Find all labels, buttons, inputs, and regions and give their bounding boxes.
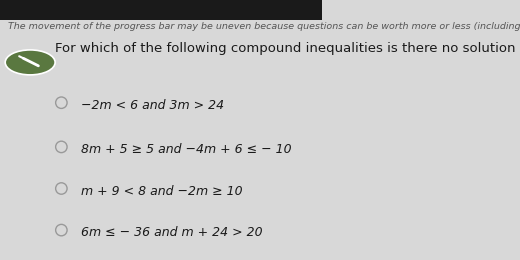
Text: For which of the following compound inequalities is there no solution: For which of the following compound ineq… bbox=[55, 42, 515, 55]
Text: The movement of the progress bar may be uneven because questions can be worth mo: The movement of the progress bar may be … bbox=[8, 22, 520, 31]
FancyBboxPatch shape bbox=[0, 0, 322, 20]
Text: −2m < 6 and 3m > 24: −2m < 6 and 3m > 24 bbox=[81, 99, 224, 112]
Text: 6m ≤ − 36 and m + 24 > 20: 6m ≤ − 36 and m + 24 > 20 bbox=[81, 226, 262, 239]
Text: 8m + 5 ≥ 5 and −4m + 6 ≤ − 10: 8m + 5 ≥ 5 and −4m + 6 ≤ − 10 bbox=[81, 143, 291, 156]
Circle shape bbox=[5, 50, 55, 75]
Text: m + 9 < 8 and −2m ≥ 10: m + 9 < 8 and −2m ≥ 10 bbox=[81, 185, 242, 198]
